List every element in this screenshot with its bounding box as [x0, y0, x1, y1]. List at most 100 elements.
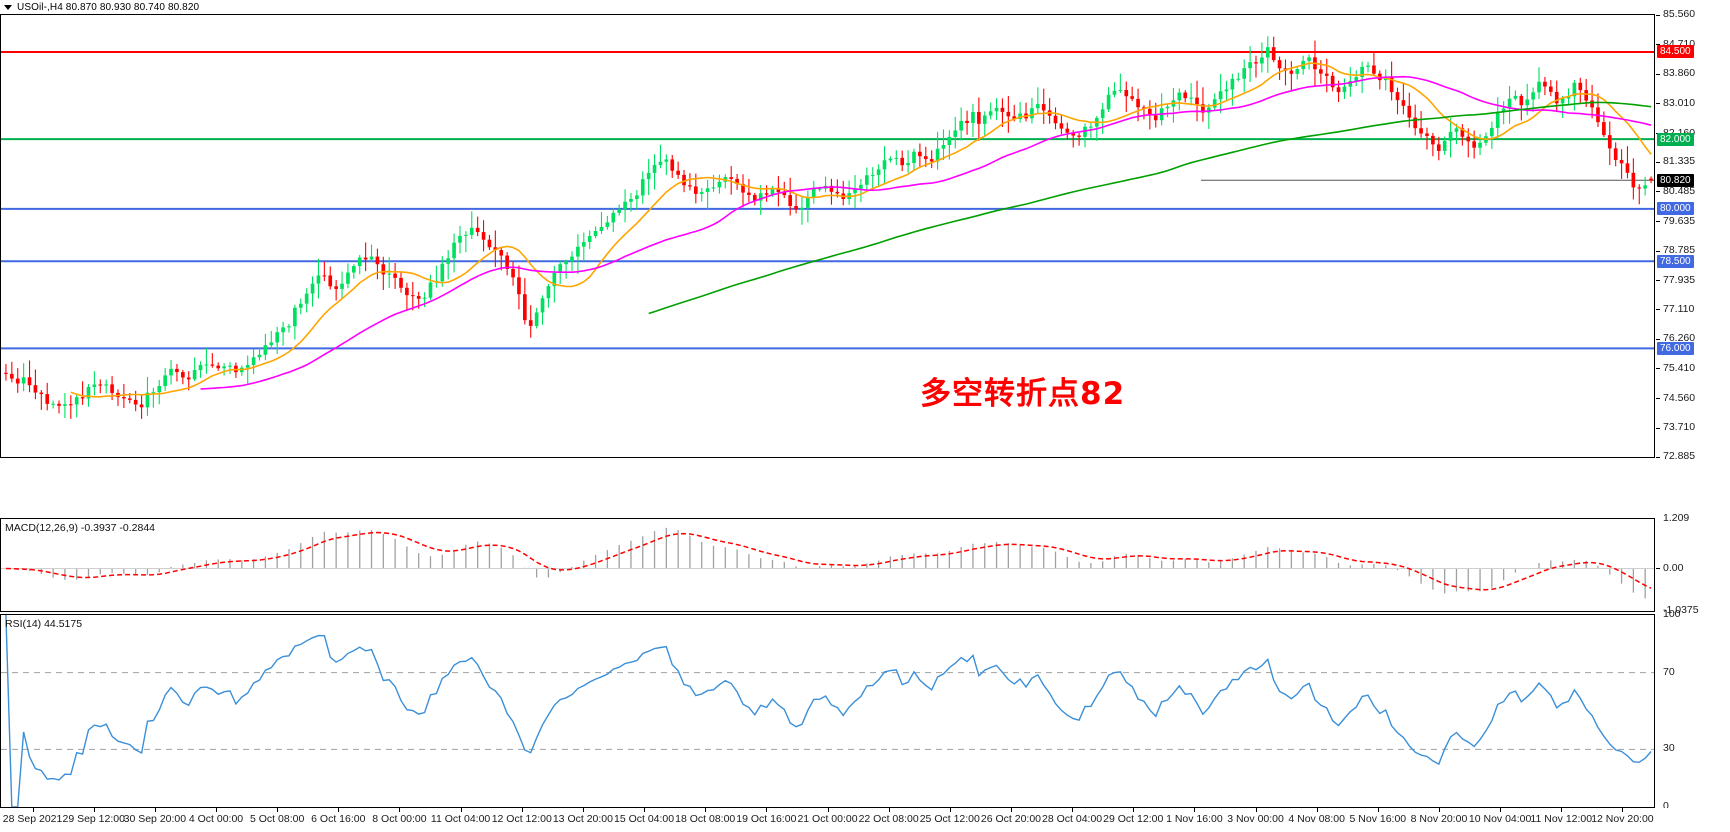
time-tick	[1072, 808, 1074, 812]
time-axis-label: 11 Oct 04:00	[430, 813, 491, 825]
price-tick: 85.560	[1656, 8, 1730, 20]
price-tick: 83.860	[1656, 67, 1730, 79]
rsi-tick: 0	[1656, 800, 1730, 812]
price-tick-label: 76.260	[1663, 332, 1696, 345]
price-tick-label: 80.485	[1663, 184, 1696, 197]
time-tick	[1010, 808, 1012, 812]
time-tick	[1438, 808, 1440, 812]
time-tick	[766, 808, 768, 812]
price-tick: 72.885	[1656, 450, 1730, 462]
time-axis-label: 11 Nov 12:00	[1530, 813, 1593, 825]
macd-tick-label: -1.0375	[1663, 604, 1699, 616]
time-tick	[521, 808, 523, 812]
time-axis-label: 5 Nov 16:00	[1349, 813, 1407, 825]
rsi-tick: 70	[1656, 666, 1730, 678]
time-tick	[1377, 808, 1379, 812]
ma-mid-line	[201, 77, 1652, 389]
price-level-badge-pivot[interactable]: 82.000	[1657, 132, 1694, 146]
time-axis-label: 12 Oct 12:00	[491, 813, 552, 825]
price-scale[interactable]: 85.56084.71083.86083.01082.16081.33580.4…	[1656, 8, 1730, 812]
time-tick	[949, 808, 951, 812]
rsi-tick-label: 30	[1663, 742, 1675, 755]
price-tick: 75.410	[1656, 362, 1730, 374]
time-axis-label: 29 Sep 12:00	[62, 813, 125, 825]
price-tick: 77.935	[1656, 274, 1730, 286]
time-tick	[93, 808, 95, 812]
ma-slow-line	[649, 102, 1651, 313]
time-axis-label: 30 Sep 20:00	[123, 813, 187, 825]
price-tick-label: 77.935	[1663, 273, 1696, 286]
rsi-tick: 100	[1656, 608, 1730, 620]
price-tick-label: 83.860	[1663, 67, 1696, 80]
price-level-badge-support[interactable]: 76.000	[1657, 341, 1694, 355]
price-tick: 76.260	[1656, 332, 1730, 344]
rsi-label: RSI(14) 44.5175	[5, 618, 83, 630]
price-tick: 83.010	[1656, 97, 1730, 109]
ma-fast-line	[71, 63, 1651, 397]
time-tick	[1255, 808, 1257, 812]
time-axis-label: 25 Oct 12:00	[919, 813, 980, 825]
price-tick: 73.710	[1656, 421, 1730, 433]
price-level-badge-support[interactable]: 78.500	[1657, 254, 1694, 268]
symbol-ohlc-text: USOil-,H4 80.870 80.930 80.740 80.820	[17, 1, 200, 13]
price-tick-label: 81.335	[1663, 155, 1696, 168]
time-axis-label: 15 Oct 04:00	[613, 813, 675, 825]
macd-panel[interactable]: MACD(12,26,9) -0.3937 -0.2844	[0, 518, 1655, 612]
price-tick-label: 72.885	[1663, 450, 1696, 462]
chart-annotation: 多空转折点82	[920, 376, 1126, 412]
time-axis-label: 19 Oct 16:00	[736, 813, 797, 825]
rsi-plot	[1, 615, 1654, 807]
price-level-badge-resistance[interactable]: 84.500	[1657, 45, 1694, 59]
time-tick	[338, 808, 340, 812]
time-tick	[154, 808, 156, 812]
candlestick-series	[4, 36, 1653, 419]
macd-tick: 0.00	[1656, 562, 1730, 574]
price-tick-label: 83.010	[1663, 96, 1696, 109]
rsi-tick-label: 100	[1663, 608, 1681, 620]
time-axis-label: 8 Oct 00:00	[372, 813, 427, 825]
macd-plot	[1, 519, 1654, 611]
price-tick-label: 74.560	[1663, 391, 1696, 404]
time-tick	[277, 808, 279, 812]
time-axis-label: 10 Nov 04:00	[1468, 813, 1532, 825]
time-axis[interactable]: 28 Sep 2021 29 Sep 12:00 30 Sep 20:00 4 Oct…	[0, 808, 1730, 832]
rsi-tick: 30	[1656, 742, 1730, 754]
symbol-bar: USOil-,H4 80.870 80.930 80.740 80.820	[0, 0, 1730, 14]
price-tick: 81.335	[1656, 155, 1730, 167]
price-tick: 78.785	[1656, 244, 1730, 256]
time-tick	[32, 808, 34, 812]
time-axis-label: 29 Oct 12:00	[1103, 813, 1164, 825]
price-level-badge-support[interactable]: 80.000	[1657, 202, 1694, 216]
time-tick	[1194, 808, 1196, 812]
time-axis-label: 18 Oct 08:00	[675, 813, 736, 825]
price-panel[interactable]	[0, 14, 1655, 458]
price-tick: 80.485	[1656, 185, 1730, 197]
price-tick: 77.110	[1656, 303, 1730, 315]
time-tick	[460, 808, 462, 812]
macd-label: MACD(12,26,9) -0.3937 -0.2844	[5, 522, 155, 534]
time-axis-label: 13 Oct 20:00	[552, 813, 613, 825]
time-tick	[1316, 808, 1318, 812]
time-axis-label: 22 Oct 08:00	[858, 813, 919, 825]
time-tick	[705, 808, 707, 812]
price-level-badge-last-price[interactable]: 80.820	[1657, 173, 1694, 187]
rsi-panel[interactable]: RSI(14) 44.5175	[0, 614, 1655, 808]
time-axis-label: 28 Oct 04:00	[1042, 813, 1103, 825]
price-tick-label: 77.110	[1663, 302, 1695, 315]
time-tick	[1133, 808, 1135, 812]
price-tick-label: 78.785	[1663, 244, 1696, 257]
price-tick-label: 79.635	[1663, 214, 1696, 227]
chevron-down-icon[interactable]	[4, 4, 12, 10]
price-tick-label: 85.560	[1663, 8, 1696, 20]
macd-tick-label: 0.00	[1663, 561, 1684, 574]
macd-signal-line	[6, 533, 1651, 590]
macd-histogram	[6, 528, 1645, 599]
rsi-tick-label: 70	[1663, 665, 1675, 678]
time-tick	[827, 808, 829, 812]
time-axis-label: 5 Oct 08:00	[250, 813, 305, 825]
rsi-tick-label: 0	[1663, 800, 1669, 812]
time-axis-label: 4 Nov 08:00	[1288, 813, 1345, 825]
time-tick	[1622, 808, 1624, 812]
price-tick-label: 73.710	[1663, 421, 1696, 434]
